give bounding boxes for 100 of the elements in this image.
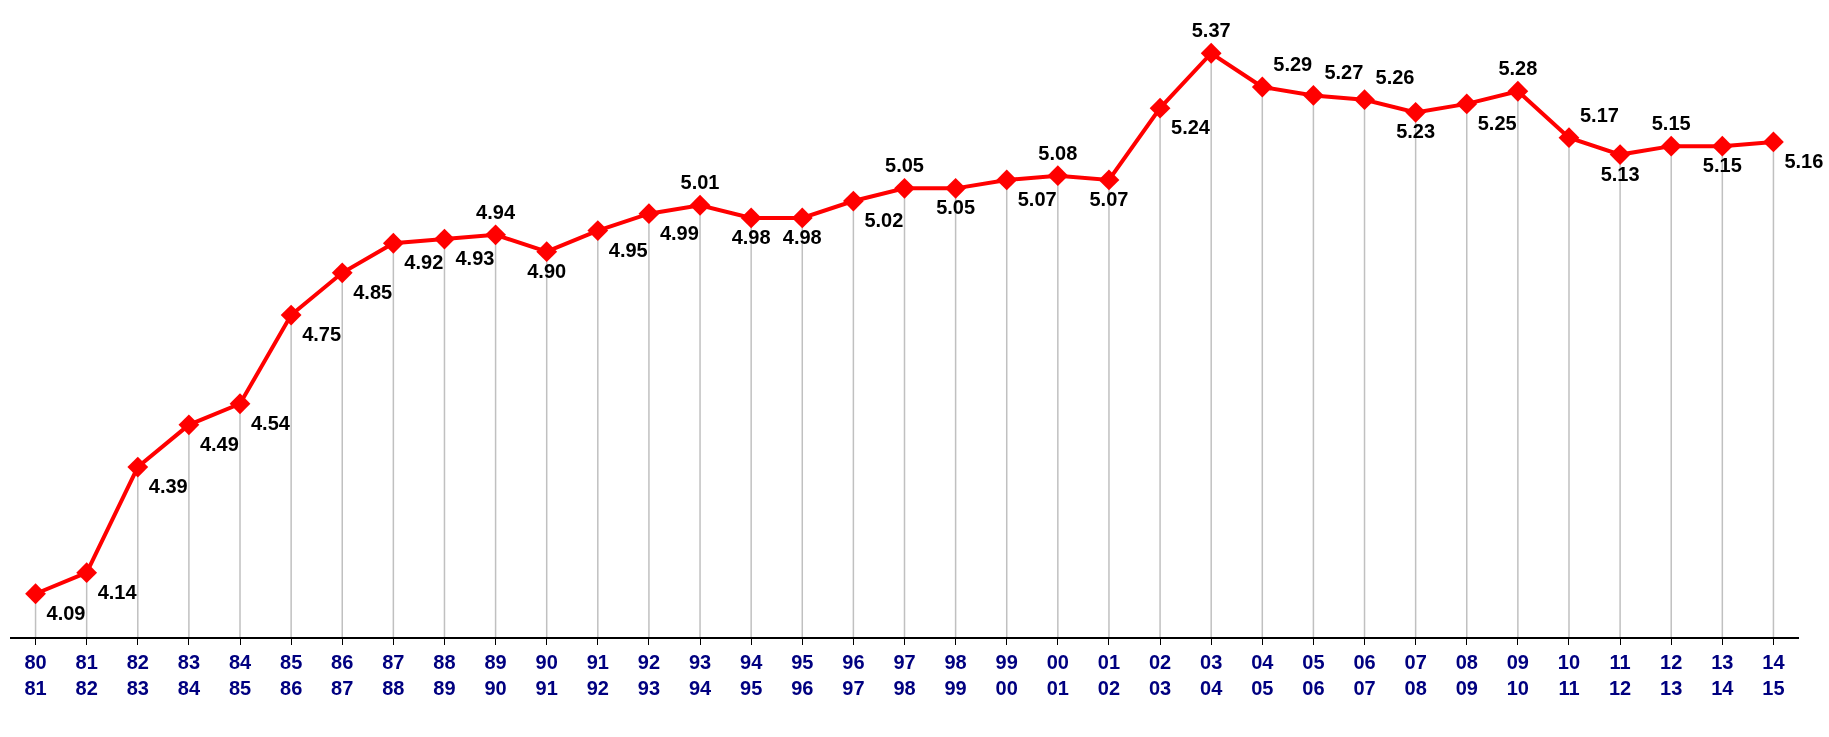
x-tick-label: 11 12 bbox=[1608, 650, 1632, 699]
data-label: 5.16 bbox=[1784, 149, 1824, 172]
data-label: 4.95 bbox=[608, 238, 648, 261]
point bbox=[1149, 97, 1171, 119]
x-tick-label: 00 01 bbox=[1046, 650, 1069, 699]
data-label: 4.85 bbox=[353, 280, 393, 303]
data-label: 4.98 bbox=[782, 225, 822, 248]
data-label: 5.25 bbox=[1477, 111, 1517, 134]
x-tick-label: 84 85 bbox=[228, 650, 253, 699]
x-tick-label: 01 02 bbox=[1097, 650, 1121, 699]
data-label: 5.15 bbox=[1702, 154, 1742, 177]
x-tick-label: 97 98 bbox=[893, 650, 916, 699]
point bbox=[485, 224, 506, 246]
point bbox=[689, 194, 711, 216]
data-label: 5.02 bbox=[864, 209, 904, 232]
point bbox=[1303, 85, 1324, 106]
data-label: 5.37 bbox=[1191, 19, 1231, 42]
x-tick-label: 89 90 bbox=[484, 650, 507, 699]
x-tick-label: 13 14 bbox=[1711, 650, 1735, 699]
data-label: 4.14 bbox=[97, 580, 138, 603]
point bbox=[1558, 127, 1580, 149]
point bbox=[587, 220, 609, 241]
data-label: 5.07 bbox=[1017, 187, 1057, 210]
data-label: 5.01 bbox=[680, 171, 720, 194]
x-tick-label: 85 86 bbox=[280, 650, 303, 699]
point bbox=[127, 456, 149, 478]
data-label: 4.39 bbox=[148, 475, 188, 498]
data-label: 4.93 bbox=[455, 247, 495, 270]
point bbox=[1763, 131, 1784, 153]
point bbox=[1711, 135, 1733, 157]
data-label: 5.29 bbox=[1273, 53, 1313, 76]
x-tick-label: 08 09 bbox=[1455, 650, 1478, 699]
point bbox=[996, 169, 1018, 191]
point bbox=[740, 207, 762, 229]
x-tick-label: 92 93 bbox=[637, 650, 661, 699]
data-label: 4.49 bbox=[199, 432, 239, 455]
x-tick-label: 09 10 bbox=[1506, 650, 1529, 699]
x-tick-label: 80 81 bbox=[24, 650, 47, 699]
x-tick-label: 10 11 bbox=[1557, 650, 1581, 699]
x-tick-label: 87 88 bbox=[382, 650, 405, 699]
x-tick-label: 12 13 bbox=[1660, 650, 1683, 699]
data-label: 5.07 bbox=[1089, 187, 1129, 210]
point bbox=[178, 414, 200, 436]
data-label: 5.13 bbox=[1600, 162, 1640, 185]
point bbox=[791, 207, 813, 229]
x-tick-label: 82 83 bbox=[126, 650, 149, 699]
data-label: 4.94 bbox=[476, 200, 516, 223]
x-tick-label: 05 06 bbox=[1302, 650, 1325, 699]
point bbox=[894, 177, 915, 199]
point bbox=[382, 232, 404, 254]
x-tick-label: 88 89 bbox=[433, 650, 456, 699]
x-tick-label: 81 82 bbox=[75, 650, 98, 699]
data-label: 4.54 bbox=[251, 411, 291, 434]
point bbox=[1609, 144, 1631, 165]
point bbox=[1660, 135, 1682, 157]
point bbox=[945, 177, 967, 199]
x-tick-label: 03 04 bbox=[1200, 650, 1224, 699]
x-tick-label: 07 08 bbox=[1404, 650, 1427, 699]
data-label: 5.27 bbox=[1324, 61, 1364, 84]
point bbox=[25, 583, 46, 605]
data-label: 4.99 bbox=[659, 221, 699, 244]
data-label: 5.26 bbox=[1375, 65, 1415, 88]
x-tick-label: 02 03 bbox=[1148, 650, 1172, 699]
point bbox=[536, 241, 558, 263]
x-tick-label: 99 00 bbox=[995, 650, 1018, 699]
x-tick-label: 96 97 bbox=[842, 650, 865, 699]
point bbox=[1354, 89, 1375, 111]
point bbox=[434, 228, 455, 250]
x-tick-label: 94 95 bbox=[740, 650, 764, 699]
x-tick-label: 14 15 bbox=[1762, 650, 1786, 699]
data-label: 5.23 bbox=[1396, 120, 1436, 143]
point bbox=[229, 393, 251, 415]
data-label: 4.98 bbox=[731, 225, 771, 248]
data-label: 4.92 bbox=[404, 251, 444, 274]
x-tick-label: 91 92 bbox=[586, 650, 609, 699]
data-label: 5.05 bbox=[885, 154, 924, 177]
x-tick-label: 04 05 bbox=[1251, 650, 1275, 699]
point bbox=[1200, 42, 1222, 64]
data-label: 4.75 bbox=[302, 323, 342, 346]
point bbox=[1405, 101, 1427, 123]
data-label: 4.90 bbox=[527, 259, 567, 282]
data-label: 5.15 bbox=[1651, 112, 1691, 135]
x-tick-label: 06 07 bbox=[1353, 650, 1376, 699]
x-tick-label: 86 87 bbox=[331, 650, 354, 699]
data-label: 4.09 bbox=[46, 601, 86, 624]
point bbox=[1251, 76, 1273, 98]
point bbox=[1047, 165, 1069, 187]
point bbox=[1507, 80, 1529, 102]
data-label: 5.28 bbox=[1498, 57, 1538, 80]
point bbox=[638, 203, 660, 225]
x-tick-label: 83 84 bbox=[177, 650, 201, 699]
point bbox=[1098, 169, 1120, 191]
point bbox=[331, 262, 353, 284]
data-label: 5.05 bbox=[936, 196, 976, 219]
x-tick-label: 93 94 bbox=[688, 650, 713, 699]
point bbox=[76, 562, 98, 584]
data-label: 5.08 bbox=[1038, 141, 1078, 164]
point bbox=[842, 190, 864, 212]
x-tick-label: 95 96 bbox=[791, 650, 814, 699]
data-label: 5.17 bbox=[1579, 103, 1619, 126]
